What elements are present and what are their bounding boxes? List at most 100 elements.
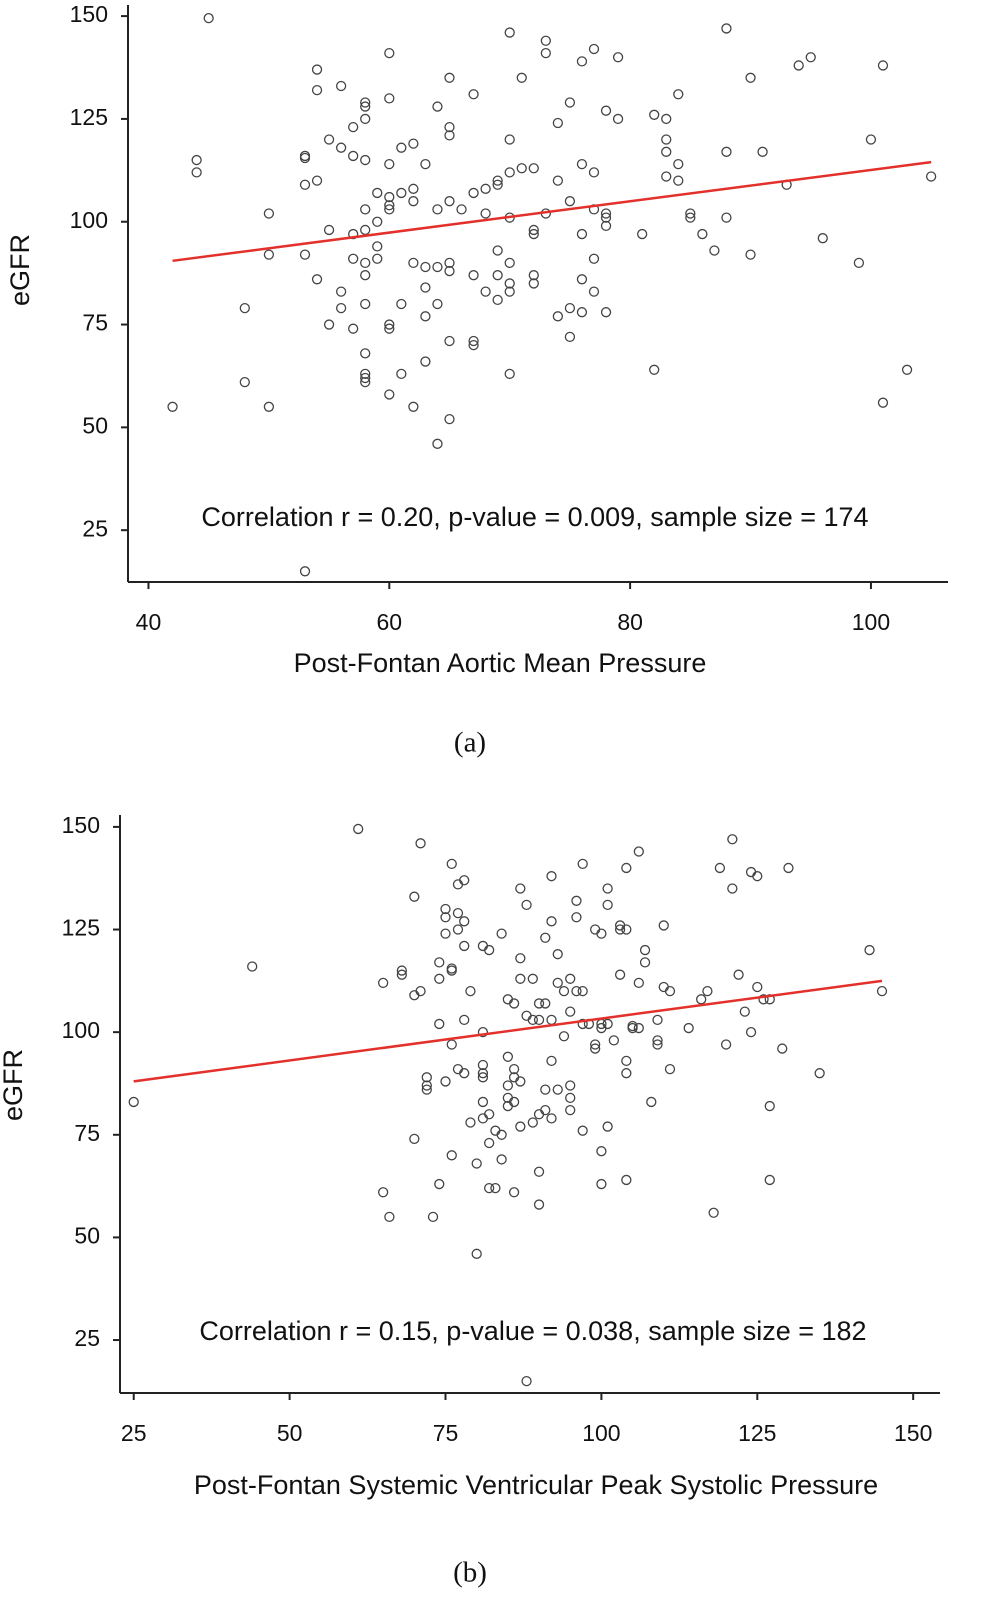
data-point bbox=[299, 152, 311, 164]
data-point bbox=[571, 985, 582, 997]
data-point bbox=[492, 294, 503, 306]
data-point bbox=[577, 985, 588, 997]
data-point bbox=[576, 307, 588, 318]
data-point bbox=[372, 216, 383, 227]
data-point bbox=[758, 994, 769, 1005]
data-point bbox=[468, 187, 479, 199]
data-point bbox=[360, 224, 371, 236]
data-point bbox=[299, 179, 311, 190]
data-point bbox=[446, 1150, 457, 1161]
data-point bbox=[384, 319, 395, 330]
data-point bbox=[432, 101, 443, 112]
data-point bbox=[600, 220, 612, 231]
data-point bbox=[434, 1178, 445, 1190]
data-point bbox=[384, 191, 395, 203]
trend-line bbox=[133, 979, 883, 1083]
data-point bbox=[602, 899, 613, 911]
data-point bbox=[408, 257, 419, 269]
data-point bbox=[546, 871, 557, 882]
data-point bbox=[348, 121, 359, 133]
data-point bbox=[335, 80, 347, 92]
data-point bbox=[621, 1174, 632, 1186]
data-point bbox=[477, 1059, 489, 1071]
data-point bbox=[661, 146, 672, 157]
data-point bbox=[396, 142, 407, 153]
data-point bbox=[335, 302, 347, 314]
data-point bbox=[348, 253, 359, 264]
data-point bbox=[600, 307, 612, 318]
data-point bbox=[661, 113, 672, 125]
data-point bbox=[576, 274, 588, 285]
data-point bbox=[588, 253, 600, 264]
data-point bbox=[452, 907, 464, 919]
data-point bbox=[440, 928, 451, 939]
data-point bbox=[504, 368, 515, 380]
data-point bbox=[444, 121, 455, 133]
data-point bbox=[552, 311, 564, 322]
x-tick-label: 60 bbox=[376, 609, 402, 635]
data-point bbox=[588, 43, 600, 55]
data-point bbox=[408, 183, 419, 194]
y-tick-label: 75 bbox=[74, 1120, 100, 1146]
data-point bbox=[577, 858, 588, 870]
data-point bbox=[496, 928, 507, 939]
data-point bbox=[877, 60, 889, 71]
data-point bbox=[191, 167, 202, 178]
data-point bbox=[504, 27, 515, 38]
data-point bbox=[577, 1125, 588, 1136]
data-point bbox=[440, 912, 451, 923]
data-point bbox=[459, 1014, 470, 1025]
x-tick-label: 25 bbox=[121, 1420, 147, 1446]
data-point bbox=[527, 1014, 538, 1025]
data-point bbox=[459, 1068, 470, 1079]
data-point bbox=[335, 286, 347, 297]
data-point bbox=[877, 397, 889, 408]
data-point bbox=[167, 401, 178, 412]
data-point bbox=[311, 274, 323, 285]
data-point bbox=[432, 261, 443, 273]
data-point bbox=[546, 1055, 557, 1067]
data-point bbox=[733, 969, 744, 980]
data-point bbox=[360, 298, 371, 310]
data-point bbox=[757, 146, 768, 157]
data-point bbox=[468, 339, 479, 351]
data-point bbox=[558, 985, 570, 997]
data-point bbox=[602, 1121, 613, 1132]
data-point bbox=[492, 179, 503, 190]
y-tick-label: 100 bbox=[62, 1017, 100, 1043]
data-point bbox=[649, 364, 660, 375]
data-point bbox=[239, 302, 250, 314]
data-point bbox=[299, 249, 311, 260]
data-point bbox=[484, 944, 495, 956]
data-point bbox=[360, 372, 371, 384]
x-axis-label: Post-Fontan Systemic Ventricular Peak Sy… bbox=[194, 1470, 878, 1500]
data-point bbox=[421, 1084, 432, 1095]
data-point bbox=[496, 1129, 507, 1140]
data-point bbox=[444, 335, 455, 347]
data-point bbox=[348, 323, 359, 334]
x-tick-label: 150 bbox=[894, 1420, 932, 1446]
data-point bbox=[408, 138, 419, 149]
data-point bbox=[661, 171, 672, 182]
data-point bbox=[508, 998, 520, 1009]
data-point bbox=[480, 183, 491, 194]
data-point bbox=[353, 823, 364, 835]
caption: (a) bbox=[454, 727, 486, 759]
data-point bbox=[409, 1133, 420, 1145]
data-point bbox=[384, 204, 395, 215]
data-point bbox=[502, 1080, 514, 1091]
data-point bbox=[492, 175, 503, 186]
data-point bbox=[614, 969, 626, 980]
data-point bbox=[664, 985, 676, 997]
data-point bbox=[817, 233, 828, 244]
y-tick-label: 50 bbox=[82, 412, 108, 438]
data-point bbox=[440, 903, 451, 915]
data-point bbox=[727, 883, 738, 894]
data-point bbox=[311, 84, 323, 96]
data-point bbox=[490, 1183, 501, 1194]
data-point bbox=[420, 282, 431, 293]
data-point bbox=[576, 228, 588, 240]
data-point bbox=[720, 1039, 732, 1050]
data-point bbox=[396, 368, 407, 380]
